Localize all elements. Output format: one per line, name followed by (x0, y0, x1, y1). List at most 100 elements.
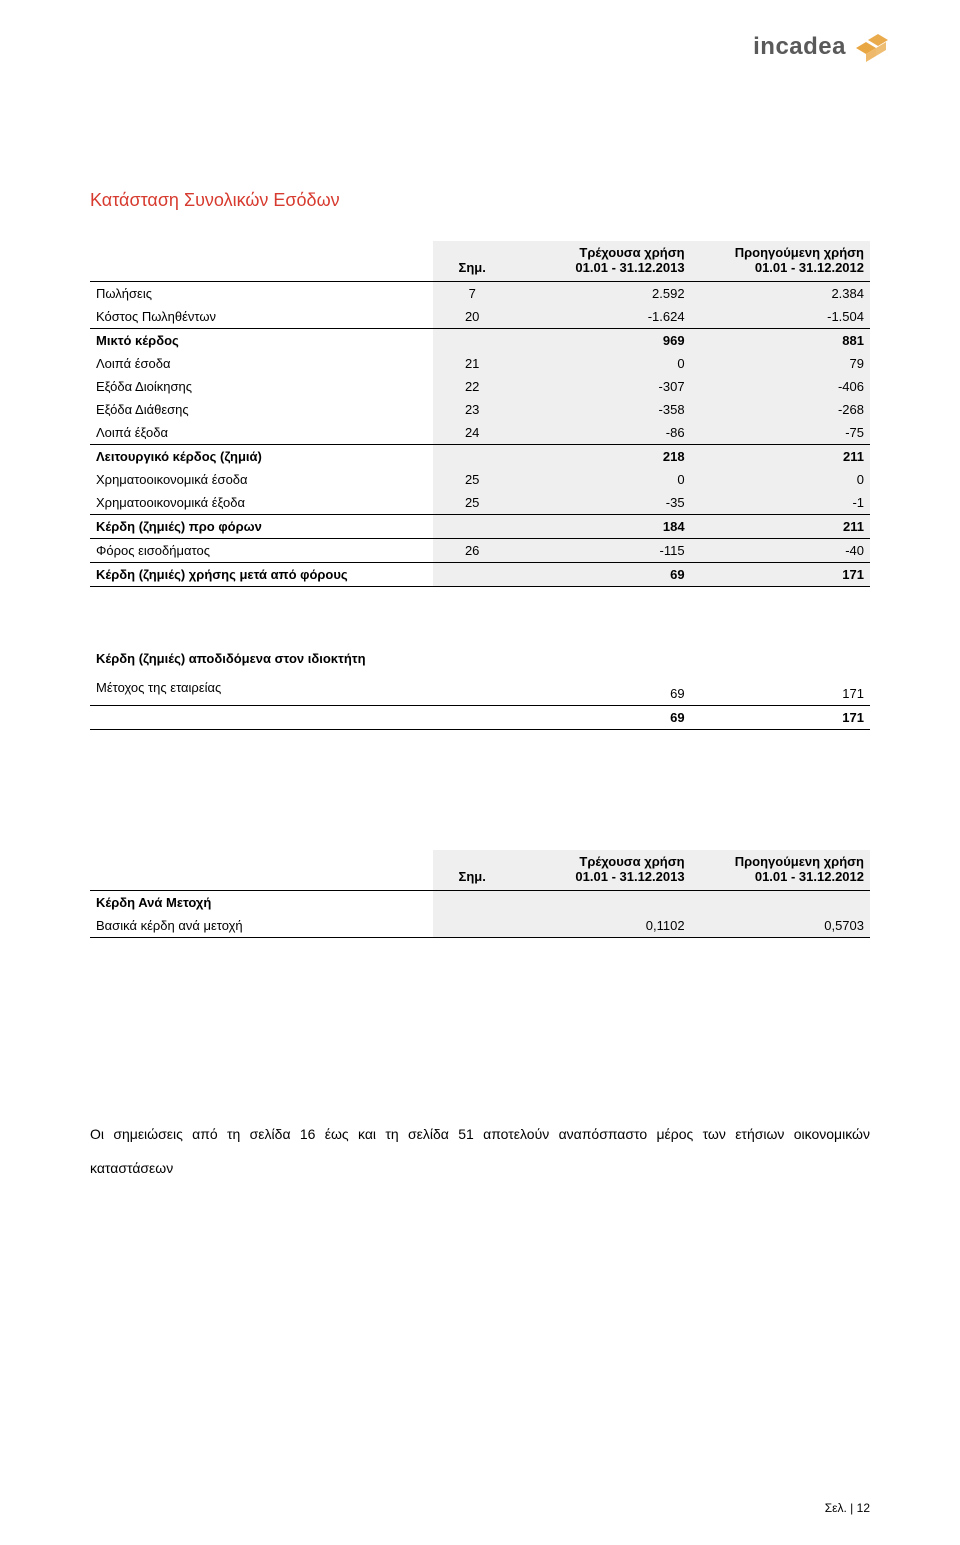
row-basic-eps: Βασικά κέρδη ανά μετοχή 0,1102 0,5703 (90, 914, 870, 938)
income-statement-table: Σημ. Τρέχουσα χρήση 01.01 - 31.12.2013 Π… (90, 241, 870, 587)
attribution-table: Κέρδη (ζημιές) αποδιδόμενα στον ιδιοκτήτ… (90, 647, 870, 730)
cell-current: 0,1102 (511, 914, 690, 938)
cell-note: 24 (433, 421, 511, 445)
cell-note: 20 (433, 305, 511, 329)
header-previous-label: Προηγούμενη χρήση (735, 245, 864, 260)
eps-section-label: Κέρδη Ανά Μετοχή (90, 891, 433, 915)
cell-note: 7 (433, 282, 511, 306)
cell-previous: 881 (691, 329, 870, 353)
cell-note: 25 (433, 468, 511, 491)
row-distribution-expenses: Εξόδα Διάθεσης 23 -358 -268 (90, 398, 870, 421)
header-current-label: Τρέχουσα χρήση (579, 854, 684, 869)
cell-label: Εξόδα Διάθεσης (90, 398, 433, 421)
cell-current: 69 (511, 563, 690, 587)
cell-label: Κέρδη (ζημιές) χρήσης μετά από φόρους (90, 563, 433, 587)
row-admin-expenses: Εξόδα Διοίκησης 22 -307 -406 (90, 375, 870, 398)
col-header-note: Σημ. (433, 241, 511, 282)
cell-current: 0 (511, 352, 690, 375)
cell-note (433, 914, 511, 938)
cell-previous: 0,5703 (691, 914, 870, 938)
cell-label: Μικτό κέρδος (90, 329, 433, 353)
cell-current: 184 (511, 515, 690, 539)
cell-previous: -1.504 (691, 305, 870, 329)
cell-note (433, 515, 511, 539)
cell-current: 969 (511, 329, 690, 353)
logo-text: incadea (753, 33, 846, 61)
cell-previous: -268 (691, 398, 870, 421)
footer-label: Σελ. (825, 1501, 847, 1515)
row-profit-after-tax: Κέρδη (ζημιές) χρήσης μετά από φόρους 69… (90, 563, 870, 587)
cell-label: Κόστος Πωληθέντων (90, 305, 433, 329)
row-finance-income: Χρηματοοικονομικά έσοδα 25 0 0 (90, 468, 870, 491)
cell-label: Βασικά κέρδη ανά μετοχή (90, 914, 433, 938)
row-finance-expenses: Χρηματοοικονομικά έξοδα 25 -35 -1 (90, 491, 870, 515)
attribution-heading: Κέρδη (ζημιές) αποδιδόμενα στον ιδιοκτήτ… (90, 647, 433, 670)
header-previous-period: 01.01 - 31.12.2012 (755, 869, 864, 884)
cell-label: Χρηματοοικονομικά έξοδα (90, 491, 433, 515)
cell-note (433, 445, 511, 469)
cell-previous: 2.384 (691, 282, 870, 306)
cell-previous: 171 (691, 563, 870, 587)
cell-label: Φόρος εισοδήματος (90, 539, 433, 563)
col-header-current: Τρέχουσα χρήση 01.01 - 31.12.2013 (511, 850, 690, 891)
cell-current: -1.624 (511, 305, 690, 329)
cell-note: 23 (433, 398, 511, 421)
cell-label: Λοιπά έσοδα (90, 352, 433, 375)
cell-note (433, 329, 511, 353)
notes-reference-text: Οι σημειώσεις από τη σελίδα 16 έως και τ… (90, 1118, 870, 1185)
cell-current: 69 (511, 706, 690, 730)
row-other-expenses: Λοιπά έξοδα 24 -86 -75 (90, 421, 870, 445)
cell-previous: -40 (691, 539, 870, 563)
cell-current: -35 (511, 491, 690, 515)
row-gross-profit: Μικτό κέρδος 969 881 (90, 329, 870, 353)
col-header-previous: Προηγούμενη χρήση 01.01 - 31.12.2012 (691, 850, 870, 891)
cell-note (433, 563, 511, 587)
cell-label: Κέρδη (ζημιές) προ φόρων (90, 515, 433, 539)
header-previous-label: Προηγούμενη χρήση (735, 854, 864, 869)
cell-label: Πωλήσεις (90, 282, 433, 306)
row-other-income: Λοιπά έσοδα 21 0 79 (90, 352, 870, 375)
row-shareholder: Μέτοχος της εταιρείας 69 171 (90, 670, 870, 706)
col-header-note: Σημ. (433, 850, 511, 891)
cell-previous: -406 (691, 375, 870, 398)
cell-previous: 211 (691, 515, 870, 539)
eps-table: Σημ. Τρέχουσα χρήση 01.01 - 31.12.2013 Π… (90, 850, 870, 938)
cell-current: -86 (511, 421, 690, 445)
page-footer: Σελ. | 12 (825, 1501, 870, 1515)
header-current-period: 01.01 - 31.12.2013 (575, 869, 684, 884)
table-header-row: Σημ. Τρέχουσα χρήση 01.01 - 31.12.2013 Π… (90, 241, 870, 282)
cell-label: Μέτοχος της εταιρείας (90, 670, 433, 706)
header-current-label: Τρέχουσα χρήση (579, 245, 684, 260)
col-header-current: Τρέχουσα χρήση 01.01 - 31.12.2013 (511, 241, 690, 282)
row-sales: Πωλήσεις 7 2.592 2.384 (90, 282, 870, 306)
footer-page-number: 12 (857, 1501, 870, 1515)
row-attribution-total: 69 171 (90, 706, 870, 730)
cell-label: Χρηματοοικονομικά έσοδα (90, 468, 433, 491)
cell-note: 22 (433, 375, 511, 398)
cell-previous: -1 (691, 491, 870, 515)
cell-note: 25 (433, 491, 511, 515)
page-title: Κατάσταση Συνολικών Εσόδων (90, 190, 870, 211)
cell-current: 218 (511, 445, 690, 469)
row-income-tax: Φόρος εισοδήματος 26 -115 -40 (90, 539, 870, 563)
cell-current: -115 (511, 539, 690, 563)
cell-label: Λειτουργικό κέρδος (ζημιά) (90, 445, 433, 469)
cell-previous: -75 (691, 421, 870, 445)
cell-current: 69 (511, 670, 690, 706)
cell-previous: 171 (691, 706, 870, 730)
cell-note: 26 (433, 539, 511, 563)
row-eps-section: Κέρδη Ανά Μετοχή (90, 891, 870, 915)
cell-label: Εξόδα Διοίκησης (90, 375, 433, 398)
cell-current: -307 (511, 375, 690, 398)
cell-note: 21 (433, 352, 511, 375)
header-current-period: 01.01 - 31.12.2013 (575, 260, 684, 275)
cell-label: Λοιπά έξοδα (90, 421, 433, 445)
cell-current: 2.592 (511, 282, 690, 306)
cell-previous: 79 (691, 352, 870, 375)
col-header-previous: Προηγούμενη χρήση 01.01 - 31.12.2012 (691, 241, 870, 282)
row-attribution-heading: Κέρδη (ζημιές) αποδιδόμενα στον ιδιοκτήτ… (90, 647, 870, 670)
cell-previous: 0 (691, 468, 870, 491)
cell-current: -358 (511, 398, 690, 421)
logo: incadea (753, 30, 890, 66)
header-previous-period: 01.01 - 31.12.2012 (755, 260, 864, 275)
